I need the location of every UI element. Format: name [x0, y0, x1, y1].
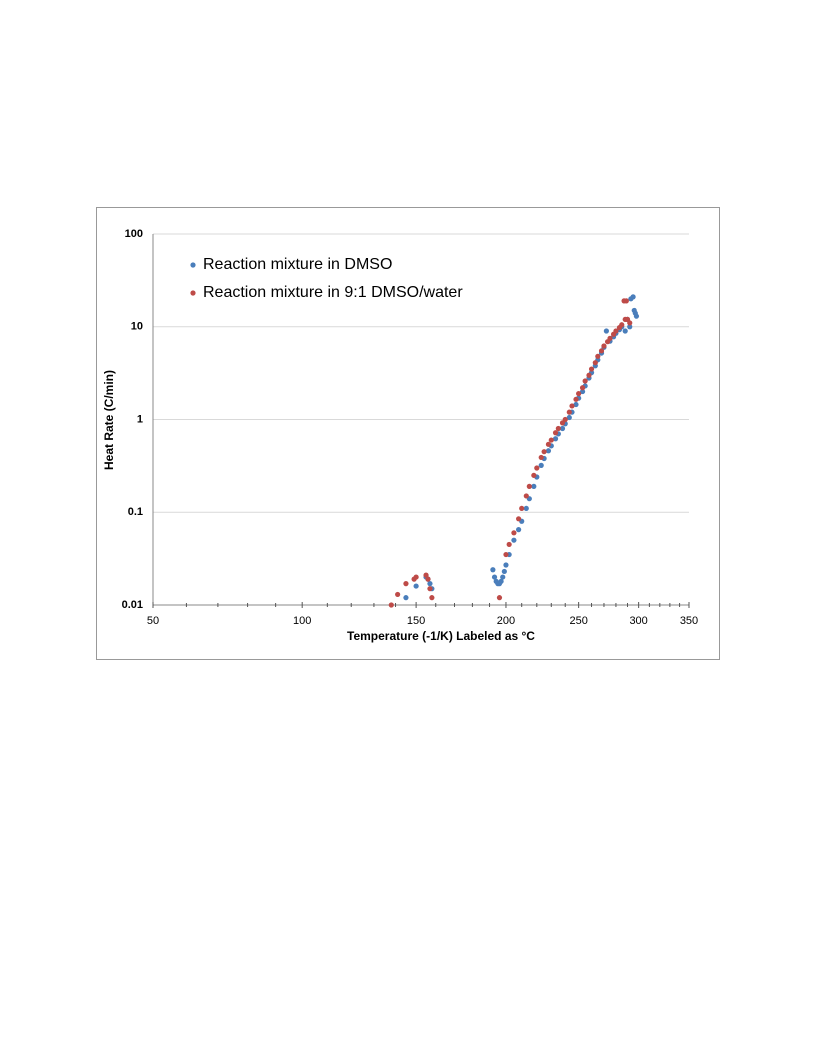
point: [511, 537, 517, 543]
point: [523, 493, 529, 499]
point: [601, 343, 607, 349]
point: [627, 324, 633, 330]
point: [598, 348, 605, 354]
legend-label: Reaction mixture in 9:1 DMSO/water: [203, 284, 463, 301]
point: [534, 465, 540, 471]
y-tick-label: 1: [137, 413, 143, 425]
chart-frame: [96, 207, 720, 660]
point: [491, 574, 498, 580]
legend-label: Reaction mixture in DMSO: [203, 256, 392, 273]
point: [627, 320, 633, 326]
point: [503, 551, 509, 558]
point: [566, 409, 572, 415]
y-axis-label: Heat Rate (C/min): [102, 370, 116, 470]
point: [523, 505, 529, 512]
point: [588, 366, 595, 372]
point: [573, 396, 579, 402]
point: [496, 595, 503, 601]
point: [538, 454, 544, 461]
point: [619, 322, 625, 328]
point: [500, 574, 506, 580]
point: [582, 378, 588, 384]
point: [388, 602, 394, 608]
point: [531, 483, 537, 489]
point: [503, 562, 509, 568]
x-tick-label: 150: [407, 615, 425, 627]
point: [555, 425, 561, 432]
point: [498, 578, 504, 584]
point: [511, 530, 517, 536]
point: [595, 353, 601, 359]
legend-marker: [190, 262, 196, 268]
point: [592, 360, 598, 366]
y-tick-label: 10: [131, 321, 143, 333]
x-tick-label: 200: [497, 615, 515, 627]
point: [552, 436, 559, 442]
point: [538, 462, 544, 468]
point: [633, 313, 640, 319]
point: [429, 595, 435, 601]
point: [403, 581, 409, 587]
y-tick-label: 0.1: [128, 506, 143, 518]
point: [423, 572, 429, 578]
x-tick-label: 50: [147, 615, 159, 627]
point: [548, 437, 554, 443]
point: [490, 567, 496, 573]
y-tick-label: 0.01: [122, 599, 143, 611]
point: [413, 583, 419, 589]
x-tick-label: 250: [569, 615, 587, 627]
point: [586, 372, 592, 378]
point: [413, 574, 419, 580]
point: [579, 385, 586, 391]
point: [613, 328, 619, 334]
point: [607, 335, 613, 341]
legend-marker: [190, 290, 196, 296]
point: [403, 595, 409, 601]
x-tick-label: 100: [293, 615, 311, 627]
point: [545, 441, 552, 447]
point: [573, 401, 579, 408]
point: [622, 328, 628, 334]
y-tick-label: 100: [125, 228, 143, 240]
point: [501, 568, 507, 575]
point: [541, 449, 547, 455]
point: [516, 516, 522, 522]
x-tick-label: 300: [629, 615, 647, 627]
point: [531, 472, 537, 478]
point: [576, 391, 582, 397]
point: [562, 416, 568, 423]
point: [545, 448, 552, 454]
x-tick-label: 350: [680, 615, 698, 627]
point: [395, 591, 401, 598]
point: [566, 414, 572, 421]
point: [427, 586, 433, 592]
point: [552, 430, 559, 436]
point: [516, 527, 522, 533]
point: [559, 425, 566, 432]
point: [603, 328, 609, 334]
point: [519, 505, 525, 512]
point: [506, 541, 512, 548]
point: [425, 576, 431, 582]
x-axis-label: Temperature (-1/K) Labeled as °C: [347, 629, 535, 643]
point: [569, 403, 575, 409]
point: [630, 294, 636, 300]
point: [579, 388, 586, 395]
point: [526, 483, 532, 489]
point: [623, 298, 629, 304]
point: [427, 581, 433, 587]
